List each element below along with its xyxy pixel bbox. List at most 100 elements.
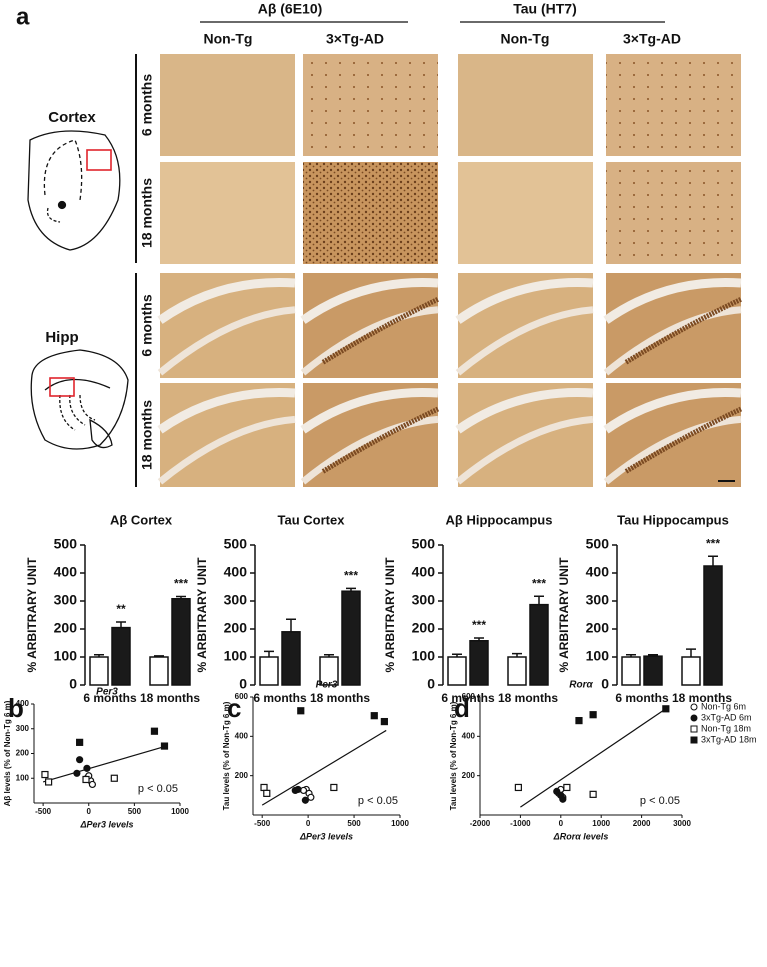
significance: *** bbox=[472, 618, 486, 632]
y-tick-label: 200 bbox=[235, 771, 249, 780]
fit-line bbox=[520, 708, 667, 808]
point bbox=[160, 742, 169, 750]
tissue-band bbox=[603, 278, 742, 324]
bar bbox=[149, 656, 169, 686]
y-tick-label: 200 bbox=[412, 620, 436, 636]
point bbox=[575, 716, 583, 725]
x-tick-label: -500 bbox=[35, 807, 52, 816]
bar bbox=[171, 598, 191, 686]
point bbox=[44, 778, 53, 786]
brain-schematics bbox=[27, 130, 129, 450]
point bbox=[260, 783, 268, 792]
region-label: Cortex bbox=[48, 109, 96, 126]
error-bar bbox=[264, 650, 274, 657]
y-tick-label: 400 bbox=[54, 564, 78, 580]
y-tick-label: 0 bbox=[69, 676, 77, 692]
y-tick-label: 100 bbox=[224, 648, 248, 664]
cell-layer bbox=[321, 296, 440, 365]
error-bar bbox=[626, 654, 636, 657]
region-label: Hipp bbox=[45, 329, 78, 346]
column-label: 3×Tg-AD bbox=[326, 31, 384, 47]
bar bbox=[89, 656, 109, 686]
row-label: 6 months bbox=[139, 294, 155, 356]
x-tick-label: 2000 bbox=[633, 819, 651, 828]
tissue-band bbox=[455, 388, 594, 434]
bar bbox=[507, 656, 527, 686]
y-tick-label: 200 bbox=[586, 620, 610, 636]
bar bbox=[341, 590, 361, 686]
point bbox=[263, 789, 271, 797]
point bbox=[41, 770, 49, 779]
x-tick-label: 1000 bbox=[391, 819, 409, 828]
error-bar bbox=[452, 653, 462, 657]
point bbox=[589, 790, 597, 798]
y-tick-label: 0 bbox=[239, 676, 247, 692]
x-tick-label: 6 months bbox=[83, 691, 137, 705]
micrograph bbox=[160, 162, 295, 264]
point bbox=[297, 707, 305, 715]
y-tick-label: 0 bbox=[601, 676, 609, 692]
chart-title: Tau Hippocampus bbox=[617, 512, 729, 527]
y-tick-label: 200 bbox=[224, 620, 248, 636]
y-tick-label: 500 bbox=[54, 536, 78, 552]
y-tick-label: 600 bbox=[462, 692, 476, 701]
y-tick-label: 300 bbox=[586, 592, 610, 608]
fit-line bbox=[42, 745, 167, 783]
micrograph bbox=[160, 54, 295, 156]
y-tick-label: 400 bbox=[586, 564, 610, 580]
fit-line bbox=[261, 729, 387, 806]
x-tick-label: 1000 bbox=[171, 807, 189, 816]
row-label: 18 months bbox=[139, 400, 155, 470]
point bbox=[307, 793, 315, 801]
annotation: p < 0.05 bbox=[640, 795, 680, 807]
error-bar bbox=[176, 595, 186, 599]
bar bbox=[281, 631, 301, 686]
y-tick-label: 600 bbox=[235, 692, 249, 701]
point bbox=[563, 783, 571, 792]
panel-label: d bbox=[454, 693, 470, 723]
x-tick-label: 3000 bbox=[673, 819, 691, 828]
point bbox=[76, 756, 84, 764]
legend-label: Non-Tg 6m bbox=[701, 701, 746, 711]
x-tick-label: 18 months bbox=[498, 691, 558, 705]
legend-label: Non-Tg 18m bbox=[701, 723, 751, 733]
y-tick-label: 400 bbox=[16, 699, 30, 708]
x-tick-label: -1000 bbox=[510, 819, 531, 828]
y-tick-label: 400 bbox=[224, 564, 248, 580]
significance: *** bbox=[174, 577, 188, 591]
point bbox=[110, 774, 118, 782]
x-tick-label: 0 bbox=[306, 819, 311, 828]
bar bbox=[681, 656, 701, 686]
y-axis-label: Tau levels (% of Non-Tg 6 m) bbox=[449, 701, 458, 810]
error-bar bbox=[648, 654, 658, 657]
panel-label: c bbox=[227, 693, 241, 723]
micrograph bbox=[303, 54, 438, 156]
cell-layer bbox=[321, 406, 440, 474]
tissue-band bbox=[157, 388, 296, 434]
y-tick-label: 300 bbox=[412, 592, 436, 608]
x-tick-label: 1000 bbox=[592, 819, 610, 828]
point bbox=[589, 711, 597, 719]
tissue-band bbox=[157, 278, 296, 324]
column-label: Non-Tg bbox=[204, 31, 253, 47]
point bbox=[88, 780, 97, 789]
point bbox=[82, 775, 90, 784]
point bbox=[559, 795, 567, 803]
error-bar bbox=[534, 595, 544, 605]
micrograph bbox=[606, 54, 741, 156]
error-bar bbox=[94, 654, 104, 657]
tissue-band bbox=[300, 415, 439, 485]
x-tick-label: 0 bbox=[87, 807, 92, 816]
bar bbox=[111, 626, 131, 686]
bar bbox=[447, 656, 467, 686]
tissue-band bbox=[157, 415, 296, 485]
y-tick-label: 200 bbox=[16, 749, 30, 758]
point bbox=[73, 769, 81, 777]
column-header: Tau (HT7) bbox=[513, 1, 577, 17]
tissue-band bbox=[455, 278, 594, 324]
significance: ** bbox=[116, 602, 126, 616]
error-bar bbox=[286, 618, 296, 632]
tissue-band bbox=[157, 306, 296, 376]
row-label: 6 months bbox=[139, 74, 155, 136]
